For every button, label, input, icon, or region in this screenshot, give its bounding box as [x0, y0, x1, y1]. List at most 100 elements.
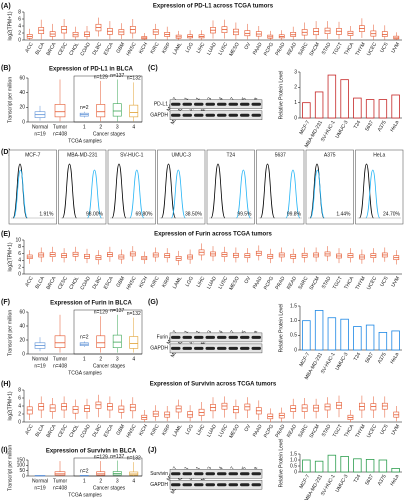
x-tick-label: READ: [286, 423, 298, 438]
flow-sample-label: MCF-7: [25, 152, 40, 158]
blot-band: [251, 346, 261, 350]
bar: [302, 320, 311, 351]
x-tick-label: 5637: [364, 473, 375, 486]
group-label: Cancer stages: [93, 363, 126, 369]
y-tick-label: 0.5: [290, 333, 297, 339]
flow-sample-label: UMUC-3: [172, 152, 192, 158]
bar: [365, 99, 375, 119]
y-tick-label: 50: [19, 468, 25, 474]
x-tick-label: LAML: [172, 423, 184, 438]
group-label: Cancer stages: [93, 131, 126, 137]
y-tick-label: 2: [18, 30, 21, 36]
box-body: [96, 471, 106, 476]
n-label: n=137: [110, 73, 124, 79]
n-label: n=19: [34, 485, 45, 491]
isotype-peak: [260, 163, 275, 219]
x-tick-label: STAD: [321, 423, 333, 438]
box-body: [54, 335, 66, 348]
y-tick-label: 0.5: [290, 463, 297, 469]
bar: [353, 458, 362, 473]
x-tick-label: Normal: [32, 124, 48, 130]
x-tick-label: TGCT: [332, 424, 344, 439]
flow-sample-label: A375: [324, 152, 336, 158]
n-label: n=2: [80, 468, 89, 474]
chart-title: Expression of PD-L1 across TCGA tumors: [153, 4, 274, 10]
blot-row-label: GAPDH: [150, 346, 168, 352]
stained-peak: [129, 169, 145, 219]
y-tick-label: 1: [294, 100, 297, 106]
bar: [391, 330, 400, 351]
x-tick-label: KICH: [138, 423, 149, 437]
x-tick-label: UVM: [390, 276, 401, 289]
x-tick-label: MCF-7: [298, 119, 311, 135]
bar: [340, 455, 349, 473]
y-tick-label: 10: [15, 237, 21, 243]
x-tick-label: COAD: [79, 41, 92, 57]
y-tick-label: 60: [19, 309, 25, 315]
y-tick-label: 20: [19, 105, 25, 111]
x-tick-label: 2: [99, 356, 102, 362]
blot-band: [251, 335, 261, 339]
blot-band: [194, 483, 204, 487]
x-tick-label: MESO: [228, 42, 241, 58]
bar: [378, 99, 388, 119]
x-tick-label: 1: [83, 124, 86, 130]
x-tick-label: LIHC: [196, 41, 207, 54]
panel-label: (E): [1, 231, 10, 238]
y-tick-label: 0: [22, 473, 25, 479]
isotype-peak: [210, 163, 226, 219]
n-label: n=2: [80, 335, 89, 341]
x-tick-label: 5637: [364, 351, 375, 364]
x-tick-label: A375: [377, 473, 388, 486]
blot-band: [171, 346, 181, 350]
y-tick-label: 2: [294, 85, 297, 91]
bar: [314, 460, 324, 473]
isotype-peak: [359, 163, 374, 219]
x-tick-label: HeLa: [389, 119, 400, 133]
y-tick-label: 0: [18, 419, 21, 425]
y-tick-label: 2: [18, 265, 21, 271]
panel-label: (I): [1, 447, 8, 454]
blot-band: [182, 113, 192, 117]
isotype-peak: [12, 163, 28, 219]
x-tick-label: HNSC: [125, 41, 137, 57]
x-tick-label: CESC: [57, 423, 69, 438]
x-tick-label: KICH: [138, 41, 149, 55]
y-tick-label: 20: [19, 337, 25, 343]
y-tick-label: 1.0: [290, 318, 297, 324]
bar: [327, 454, 337, 473]
y-tick-label: 4: [18, 23, 21, 29]
blot-row-label: Furin: [157, 335, 169, 341]
blot-band: [217, 113, 227, 117]
blot-band: [240, 483, 250, 487]
percent-label: 98.00%: [86, 211, 104, 217]
x-tick-label: 2: [99, 478, 102, 484]
blot-row-label: GAPDH: [150, 113, 168, 119]
box-body: [112, 103, 122, 117]
blot-band: [182, 346, 192, 350]
blot-band: [251, 472, 261, 476]
blot-row-label: GAPDH: [150, 482, 168, 488]
panel-label: (F): [1, 299, 10, 306]
chart-title: Expression of Furin in BLCA: [50, 301, 132, 307]
blot-band: [171, 102, 181, 106]
x-tick-label: HNSC: [125, 423, 137, 439]
blot-band: [251, 102, 261, 106]
x-tick-label: SKCM: [309, 42, 321, 58]
y-tick-label: 4: [18, 258, 21, 264]
y-axis-label: Transcript per million: [7, 77, 13, 123]
x-tick-label: LGG: [184, 424, 195, 436]
group-label: Cancer stages: [93, 485, 126, 491]
n-label: n=19: [34, 131, 45, 137]
flow-sample-label: 5637: [275, 152, 286, 158]
chart-title: Expression of Furin across TCGA tumors: [154, 232, 272, 238]
x-tick-label: ACC: [24, 41, 35, 53]
x-tick-label: TGCT: [332, 42, 344, 57]
y-tick-label: 150: [17, 457, 26, 463]
x-tick-label: Tumor: [53, 124, 68, 130]
x-axis-label: TCGA samples: [68, 138, 102, 144]
y-tick-label: 40: [19, 90, 25, 96]
panel-label: (B): [1, 65, 11, 72]
x-tick-label: UCS: [379, 275, 390, 288]
